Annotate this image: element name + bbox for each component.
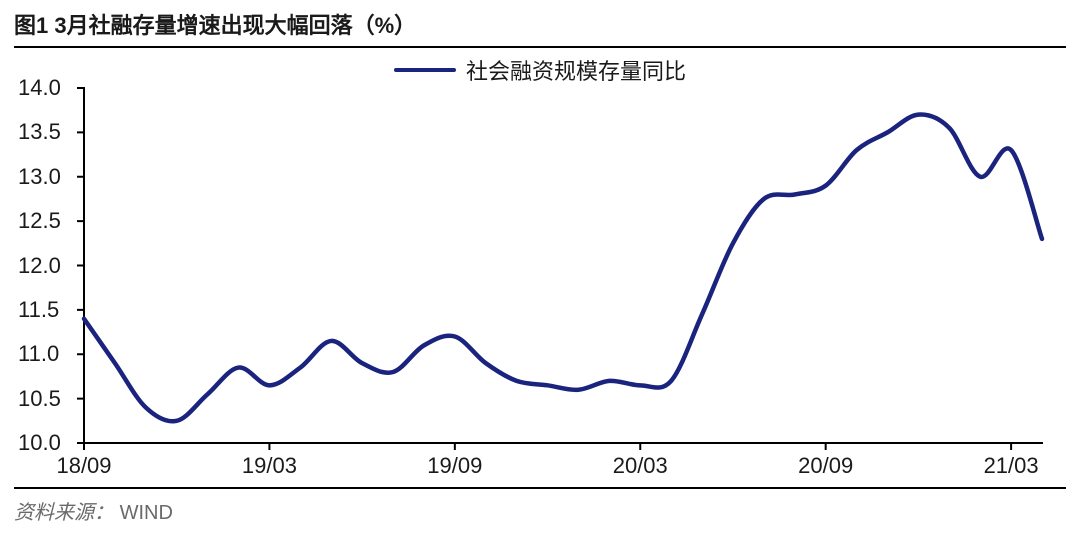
legend-swatch [394, 68, 456, 73]
source-name: WIND [120, 502, 173, 524]
x-tick-label: 18/09 [56, 453, 111, 479]
x-tick-label: 20/03 [613, 453, 668, 479]
x-tick-label: 19/09 [427, 453, 482, 479]
y-tick-label: 10.0 [18, 430, 61, 456]
x-tick-label: 21/03 [984, 453, 1039, 479]
y-tick-label: 10.5 [18, 386, 61, 412]
source-attribution: 资料来源： WIND [14, 490, 173, 525]
chart-container: 社会融资规模存量同比 14.0 13.5 13.0 12.5 12.0 11.5 11.0 1… [14, 44, 1066, 489]
y-tick-label: 12.0 [18, 253, 61, 279]
y-tick-label: 11.5 [18, 297, 59, 323]
y-tick-label: 12.5 [18, 208, 61, 234]
y-tick-label: 14.0 [18, 75, 61, 101]
x-tick-label: 19/03 [242, 453, 297, 479]
source-label: 资料来源： [14, 502, 114, 524]
series-line [84, 115, 1042, 422]
y-tick-label: 13.0 [18, 164, 61, 190]
legend: 社会融资规模存量同比 [394, 54, 686, 86]
line-chart-svg [14, 44, 1066, 487]
chart-title: 图1 3月社融存量增速出现大幅回落（%） [14, 8, 1066, 48]
legend-label: 社会融资规模存量同比 [466, 54, 686, 86]
y-tick-label: 11.0 [18, 341, 59, 367]
y-tick-label: 13.5 [18, 119, 61, 145]
x-tick-label: 20/09 [798, 453, 853, 479]
